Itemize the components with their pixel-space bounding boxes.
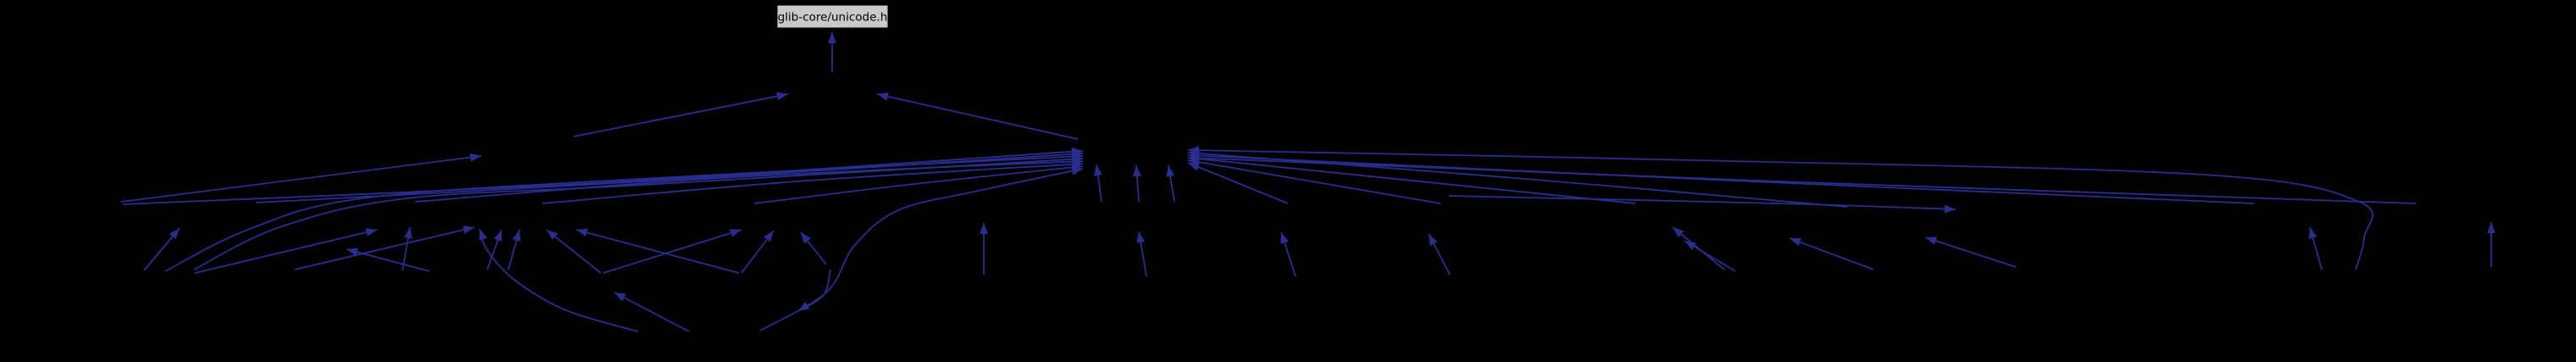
edge-left3b-to-hub xyxy=(255,153,1084,203)
edge-m1-to-p1 xyxy=(546,229,602,274)
include-edges xyxy=(120,32,2496,332)
arrowhead-up-arrow-c3 xyxy=(1280,232,1289,244)
arrowhead-up-arrow-r3 xyxy=(1790,237,1802,247)
arrowhead-hub-bottom-b xyxy=(1132,165,1141,177)
edge-right3c-to-hub xyxy=(1187,157,1636,204)
arrowhead-up-arrow-r2 xyxy=(1685,241,1696,250)
arrowhead-right3f-to-hub xyxy=(1188,153,1200,163)
edge-bottom-s-curve-to-hub xyxy=(759,168,1084,331)
arrowhead-up-arrow-c1 xyxy=(980,223,988,234)
arrowhead-up-arrow-p1a xyxy=(493,230,502,242)
edge-hub-to-rank1 xyxy=(876,93,1079,140)
file-node-box[interactable] xyxy=(776,4,889,29)
arrowhead-up-arrow-c2 xyxy=(1136,231,1146,243)
arrowhead-m1-to-p2 xyxy=(730,229,741,237)
edge-farright4-curve-to-hub xyxy=(1187,149,2373,270)
edge-m1-to-p2 xyxy=(602,229,742,274)
arrowhead-m1-to-p1 xyxy=(547,230,558,241)
edge-flat-back-edge-right xyxy=(1448,195,1957,210)
file-node-label[interactable]: glib-core/unicode.h xyxy=(778,11,888,25)
file-node-glib-core-unicode-h[interactable]: glib-core/unicode.h xyxy=(776,4,889,29)
edge-up-arrow-r4 xyxy=(1924,237,2017,268)
edge-farleft3-to-hub xyxy=(122,150,1084,205)
arrowhead-flat-back-edge-left xyxy=(347,248,358,257)
arrowhead-left2-to-rank1 xyxy=(776,92,788,101)
arrowhead-flat-back-edge-right xyxy=(1944,204,1956,214)
edge-right3a-to-hub xyxy=(1187,162,1289,204)
arrowhead-up-arrow-r4 xyxy=(1925,237,1937,245)
arrowhead-up-arrow-l3 xyxy=(403,227,413,239)
arrowhead-up-arrow-c4 xyxy=(1429,234,1438,246)
edge-diag-arrow-l4 xyxy=(294,226,475,270)
edge-right3f-to-hub xyxy=(1187,157,2417,204)
arrowhead-diag-arrow-l2 xyxy=(365,228,377,237)
arrowhead-farright4-curve-to-hub xyxy=(1188,146,1200,155)
edge-mid3b-to-hub xyxy=(753,165,1084,204)
arrowhead-diag-arrow-l4 xyxy=(463,226,475,234)
edge-m2-to-p1 xyxy=(575,229,740,274)
arrowhead-farleft3-to-left2 xyxy=(469,153,481,162)
edge-diag-arrow-l2 xyxy=(194,229,378,274)
arrowhead-up-arrow-r6 xyxy=(2487,222,2496,233)
arrowhead-down-back-edge xyxy=(798,301,810,311)
arrowhead-bottom-curve-to-p1 xyxy=(479,229,488,241)
arrowhead-up-arrow-p1b xyxy=(512,230,521,242)
edge-right3b-to-hub xyxy=(1187,159,1441,204)
edge-flat-back-edge-left xyxy=(346,248,430,272)
arrowhead-hub-to-rank1 xyxy=(877,92,889,101)
arrowhead-m2-to-p2 xyxy=(763,231,774,242)
edge-left2-to-rank1 xyxy=(573,93,789,137)
edge-farleft3-to-left2 xyxy=(120,155,482,203)
arrowhead-up-arrow-r5 xyxy=(2308,227,2318,239)
edge-left4-curve-to-hub xyxy=(164,155,1084,272)
edge-bottom-to-m1 xyxy=(613,292,690,332)
arrowhead-hub-bottom-c xyxy=(1166,165,1175,177)
arrowhead-bottom-s-curve-to-hub xyxy=(1071,166,1083,175)
arrowhead-hub-bottom-a xyxy=(1093,164,1102,176)
edge-left3c-to-hub xyxy=(414,160,1084,203)
edge-bottom-curve-to-p1 xyxy=(479,228,639,332)
arrowhead-up-arrow-r1 xyxy=(1673,227,1685,238)
arrowhead-up-arrow-p2c xyxy=(801,232,811,244)
arrowhead-bottom-to-m1 xyxy=(614,292,626,302)
arrowhead-m2-to-p1 xyxy=(576,228,588,237)
edge-up-arrow-r3 xyxy=(1789,237,1874,270)
arrowhead-up-arrow-l1 xyxy=(169,228,180,240)
arrowhead-rank1-to-root xyxy=(828,32,836,43)
edge-mid3a-to-hub xyxy=(541,163,1084,204)
